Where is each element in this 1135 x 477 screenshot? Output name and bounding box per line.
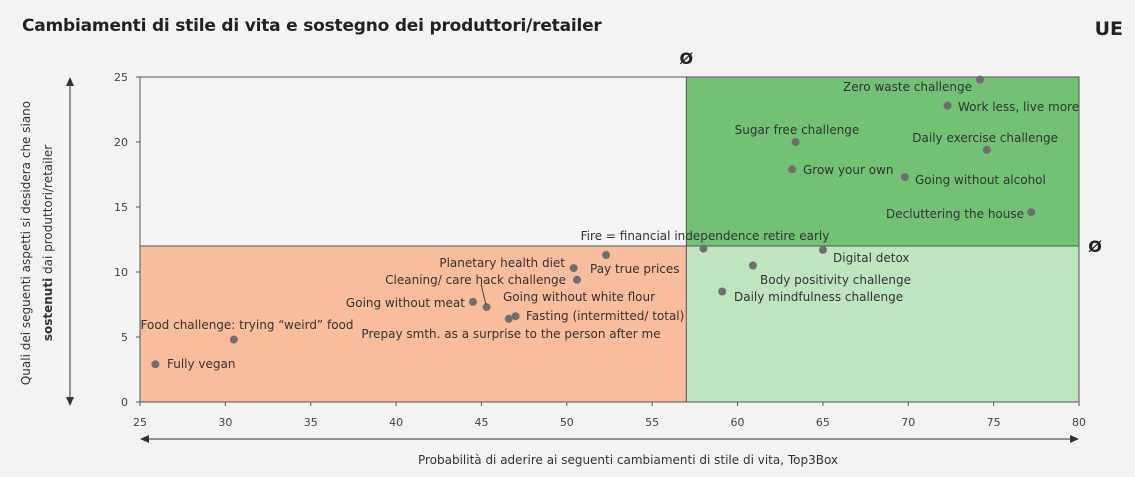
chart-annotations: ØØ <box>680 49 1103 256</box>
data-point <box>788 165 797 174</box>
data-point <box>975 75 984 84</box>
data-point <box>748 261 757 270</box>
data-label: Planetary health diet <box>439 256 565 270</box>
x-tick-label: 35 <box>304 416 318 429</box>
x-tick-label: 60 <box>731 416 745 429</box>
x-tick-label: 40 <box>389 416 403 429</box>
quadrants <box>139 76 1080 403</box>
x-tick-label: 30 <box>218 416 232 429</box>
y-tick-label: 10 <box>114 266 128 279</box>
data-label: Decluttering the house <box>886 207 1024 221</box>
data-point <box>602 251 611 260</box>
leader-line <box>480 283 487 306</box>
x-tick-label: 45 <box>474 416 488 429</box>
data-point <box>511 312 520 321</box>
data-point <box>229 335 238 344</box>
x-tick-label: 25 <box>133 416 147 429</box>
y-tick-label: 20 <box>114 136 128 149</box>
y-tick-label: 5 <box>121 331 128 344</box>
x-tick-label: 70 <box>901 416 915 429</box>
data-point <box>482 303 491 312</box>
x-axis-arrow-right <box>1070 435 1079 443</box>
data-point <box>699 244 708 253</box>
chart-title: Cambiamenti di stile di vita e sostegno … <box>22 16 602 36</box>
data-point <box>504 314 513 323</box>
data-label: Food challenge: trying “weird” food <box>141 318 354 332</box>
data-label: Zero waste challenge <box>843 80 972 94</box>
data-label: Cleaning/ care hack challenge <box>385 273 566 287</box>
data-label: Daily exercise challenge <box>912 131 1058 145</box>
data-label: Pay true prices <box>590 262 680 276</box>
x-tick-label: 55 <box>645 416 659 429</box>
y-axis-arrow-bottom <box>66 397 74 406</box>
data-label: Going without white flour <box>503 290 655 304</box>
data-point <box>900 173 909 182</box>
data-label: Daily mindfulness challenge <box>734 290 903 304</box>
data-label: Prepay smth. as a surprise to the person… <box>361 327 660 341</box>
data-points <box>151 75 1036 369</box>
data-label: Fully vegan <box>167 357 236 371</box>
data-point <box>943 101 952 110</box>
data-label: Grow your own <box>803 163 894 177</box>
y-axis-label-line1: Quali dei seguenti aspetti si desidera c… <box>19 101 33 385</box>
quadrant-bottom-right <box>686 246 1079 402</box>
axes: 25 30 35 40 45 50 55 60 65 70 75 80 0 5 10 15 20 25 Probab… <box>19 71 1086 467</box>
data-point <box>818 245 827 254</box>
quadrant-top-right <box>686 77 1079 246</box>
x-tick-label: 75 <box>987 416 1001 429</box>
data-label: Body positivity challenge <box>760 273 911 287</box>
data-point <box>718 287 727 296</box>
data-point <box>1027 208 1036 217</box>
y-tick-label: 0 <box>121 396 128 409</box>
x-axis-arrow-left <box>140 435 149 443</box>
data-label: Going without alcohol <box>915 173 1046 187</box>
data-point <box>151 360 160 369</box>
data-point <box>468 297 477 306</box>
region-label: UE <box>1094 18 1123 40</box>
data-point <box>573 275 582 284</box>
data-point <box>569 264 578 273</box>
quadrant-dividers <box>140 77 1079 402</box>
data-label: Fasting (intermitted/ total) <box>526 309 684 323</box>
x-tick-label: 80 <box>1072 416 1086 429</box>
data-label: Going without meat <box>346 296 465 310</box>
data-label: Fire = financial independence retire ear… <box>581 229 830 243</box>
data-point <box>982 145 991 154</box>
plot-frame <box>139 76 1080 403</box>
x-tick-label: 65 <box>816 416 830 429</box>
avg-x-symbol: Ø <box>680 49 694 68</box>
data-label: Sugar free challenge <box>735 123 860 137</box>
y-tick-label: 25 <box>114 71 128 84</box>
x-tick-label: 50 <box>560 416 574 429</box>
data-label: Digital detox <box>833 251 910 265</box>
quadrant-bottom-left <box>140 246 687 402</box>
data-label: Work less, live more <box>958 100 1079 114</box>
y-axis-label-line2: sostenuti dai produttori/retailer <box>41 145 55 341</box>
y-axis-arrow-top <box>66 77 74 86</box>
avg-y-symbol: Ø <box>1088 237 1102 256</box>
x-axis-label: Probabilità di aderire ai seguenti cambi… <box>418 453 838 467</box>
y-tick-label: 15 <box>114 201 128 214</box>
quadrant-top-left <box>140 77 687 246</box>
point-labels: Zero waste challenge Work less, live more… <box>141 80 1080 371</box>
data-point <box>791 138 800 146</box>
